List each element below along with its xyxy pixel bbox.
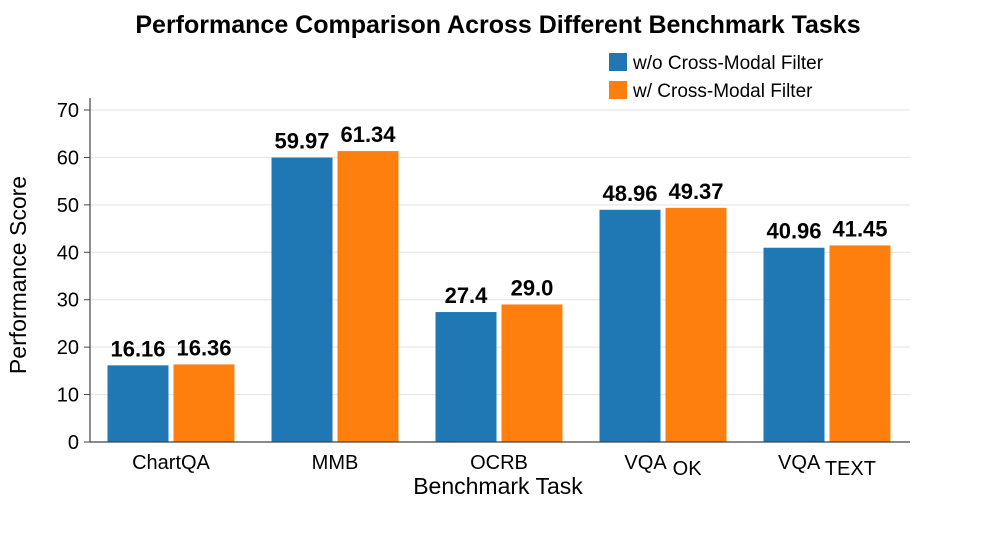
data-label: 49.37 [668, 179, 723, 204]
y-axis: 0 10 20 30 40 50 60 70 [57, 98, 91, 454]
data-label: 16.36 [176, 335, 231, 360]
legend-swatch [609, 53, 627, 71]
bar [829, 245, 891, 442]
data-label: 48.96 [602, 181, 657, 206]
x-tick-label: ChartQA [132, 452, 210, 474]
x-tick-label-main: OCRB [470, 452, 528, 474]
y-tick-label: 40 [57, 242, 79, 264]
bar [763, 247, 825, 442]
bar [501, 304, 563, 442]
y-tick-label: 0 [68, 432, 79, 454]
data-label: 29.0 [511, 275, 554, 300]
x-axis: ChartQA MMB OCRB VQA OK VQA TEXT [90, 441, 910, 480]
y-tick-label: 50 [57, 195, 79, 217]
legend-swatch [609, 81, 627, 99]
y-tick-label: 70 [57, 100, 79, 122]
data-label: 61.34 [340, 122, 396, 147]
x-tick-label-subscript: OK [673, 458, 703, 480]
bar [599, 209, 661, 442]
x-tick-label-subscript: TEXT [825, 458, 876, 480]
x-tick-label: MMB [312, 452, 359, 474]
bar [173, 364, 235, 442]
y-tick-label: 10 [57, 385, 79, 407]
legend-label: w/o Cross-Modal Filter [632, 53, 824, 74]
y-tick-label: 60 [57, 147, 79, 169]
data-label: 27.4 [445, 283, 489, 308]
bar [665, 207, 727, 442]
x-tick-label: OCRB [470, 452, 528, 474]
x-tick-label: VQA OK [624, 452, 702, 480]
bar [337, 151, 399, 443]
x-axis-label: Benchmark Task [413, 473, 583, 499]
data-label: 59.97 [274, 129, 329, 154]
x-tick-label-main: VQA [624, 452, 667, 474]
bar [271, 157, 333, 442]
x-tick-label-main: MMB [312, 452, 359, 474]
y-axis-label: Performance Score [5, 176, 31, 374]
legend-label: w/ Cross-Modal Filter [632, 81, 813, 102]
bar [435, 312, 497, 442]
y-tick-label: 30 [57, 290, 79, 312]
data-label: 16.16 [110, 336, 165, 361]
x-tick-label-main: ChartQA [132, 452, 210, 474]
legend: w/o Cross-Modal Filter w/ Cross-Modal Fil… [609, 53, 824, 102]
chart-title: Performance Comparison Across Different … [135, 11, 860, 39]
x-tick-label-main: VQA [778, 452, 821, 474]
gridlines [90, 109, 910, 396]
bars: 16.16 16.36 59.97 61.34 27.4 29.0 48.96 49.37 40… [107, 122, 891, 443]
data-label: 40.96 [766, 219, 821, 244]
x-tick-label: VQA TEXT [778, 452, 876, 480]
bar [107, 365, 169, 442]
y-tick-label: 20 [57, 337, 79, 359]
data-label: 41.45 [832, 216, 887, 241]
